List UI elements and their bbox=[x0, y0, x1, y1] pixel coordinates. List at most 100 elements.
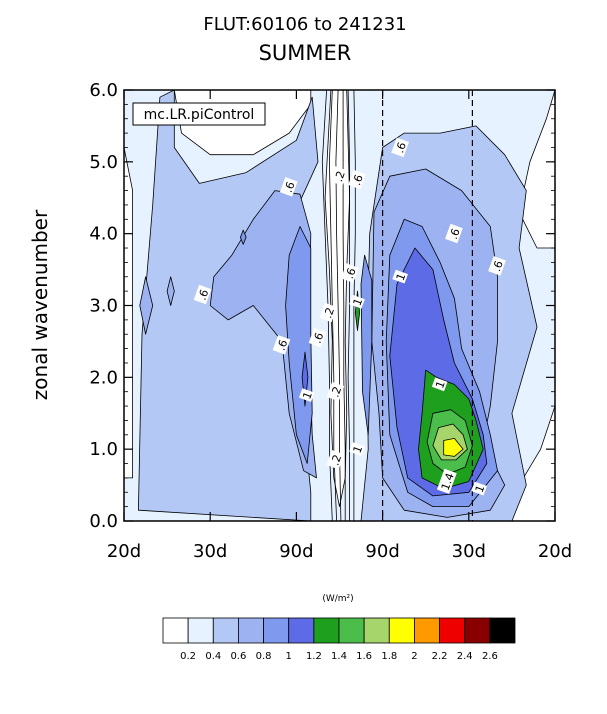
contour-label-bg bbox=[330, 166, 348, 186]
colorbar-unit-label: (W/m²) bbox=[322, 594, 353, 604]
x-tick-label-0: 20d bbox=[107, 541, 141, 562]
colorbar-label-8: 1.8 bbox=[381, 651, 397, 662]
y-tick-label-2: 2.0 bbox=[89, 367, 118, 388]
annotation-text: mc.LR.piControl bbox=[144, 107, 255, 123]
plot-area bbox=[124, 90, 555, 521]
colorbar-label-9: 2 bbox=[411, 651, 417, 662]
x-tick-label-1: 30d bbox=[193, 541, 227, 562]
contour-label-bg bbox=[445, 223, 463, 244]
contour-label-3: .6 bbox=[308, 327, 327, 348]
contour-label-bg bbox=[391, 137, 409, 158]
colorbar-label-2: 0.6 bbox=[230, 651, 246, 662]
colorbar-box-13 bbox=[489, 617, 516, 644]
x-tick-label-4: 30d bbox=[452, 541, 486, 562]
contour-label-bg bbox=[340, 263, 359, 283]
contour-label-7: .2 bbox=[326, 449, 345, 470]
contour-line-2 bbox=[335, 90, 342, 521]
contour-label-8: .2 bbox=[330, 166, 348, 186]
colorbar-box-11 bbox=[439, 617, 466, 644]
contour-label-text: .6 bbox=[311, 331, 327, 345]
contour-region-1 bbox=[124, 147, 134, 479]
y-tick-label-1: 1.0 bbox=[89, 439, 118, 460]
contour-label-bg bbox=[349, 442, 365, 456]
contour-label-bg bbox=[488, 256, 506, 276]
x-tick-label-3: 90d bbox=[365, 541, 399, 562]
contour-label-text: .6 bbox=[350, 173, 366, 187]
contour-label-bg bbox=[326, 449, 345, 470]
contour-label-text: .2 bbox=[321, 306, 337, 320]
chart-title: FLUT:60106 to 241231 bbox=[203, 14, 406, 35]
contour-label-18: 1.4 bbox=[436, 468, 457, 494]
contour-label-bg bbox=[298, 388, 315, 403]
contour-label-bg bbox=[319, 302, 338, 323]
contour-label-text: .2 bbox=[328, 453, 344, 467]
y-ticks: 0.0 1.0 2.0 3.0 4.0 5.0 6.0 bbox=[89, 80, 555, 532]
colorbar-label-5: 1.2 bbox=[306, 651, 322, 662]
colorbar-box-1 bbox=[187, 617, 214, 644]
colorbar-box-2 bbox=[212, 617, 239, 644]
contour-label-0: .6 bbox=[193, 284, 212, 305]
contour-label-bg bbox=[349, 294, 365, 309]
x-tick-label-5: 20d bbox=[538, 541, 572, 562]
colorbar-box-0 bbox=[162, 617, 189, 644]
colorbar-label-0: 0.2 bbox=[180, 651, 196, 662]
x-ticks: 20d 30d 90d 90d 30d 20d bbox=[107, 90, 572, 562]
colorbar-box-3 bbox=[238, 617, 264, 644]
contour-label-text: .6 bbox=[275, 338, 291, 352]
y-tick-label-0: 0.0 bbox=[89, 511, 118, 532]
contour-region-3 bbox=[497, 405, 555, 521]
x-tick-label-2: 90d bbox=[279, 541, 313, 562]
contour-label-10: .6 bbox=[340, 263, 359, 283]
contour-label-text: 1.4 bbox=[439, 471, 457, 492]
contour-label-4: 1 bbox=[298, 388, 315, 403]
contour-label-17: 1 bbox=[431, 377, 448, 392]
contour-label-bg bbox=[431, 377, 448, 392]
contour-label-text: .6 bbox=[343, 266, 359, 280]
contour-label-text: .2 bbox=[328, 385, 344, 399]
contour-region-13 bbox=[166, 276, 175, 306]
contour-label-text: .6 bbox=[196, 288, 212, 302]
contour-label-text: 1 bbox=[351, 444, 366, 455]
colorbar-label-10: 2.2 bbox=[432, 651, 448, 662]
colorbar-label-3: 0.8 bbox=[256, 651, 272, 662]
colorbar-box-4 bbox=[263, 617, 290, 644]
contour-label-15: .6 bbox=[445, 223, 463, 244]
contour-label-bg bbox=[279, 177, 298, 197]
colorbar-label-11: 2.4 bbox=[457, 651, 473, 662]
contour-label-text: .6 bbox=[393, 141, 409, 155]
y-tick-label-6: 6.0 bbox=[89, 80, 118, 101]
contour-label-text: 1 bbox=[433, 379, 448, 390]
contour-label-12: 1 bbox=[349, 442, 366, 456]
colorbar-box-6 bbox=[313, 617, 340, 644]
contour-region-17 bbox=[239, 229, 247, 245]
contour-label-9: .6 bbox=[348, 169, 366, 190]
y-tick-label-3: 3.0 bbox=[89, 296, 118, 317]
contour-label-1: .6 bbox=[279, 177, 298, 197]
chart-subtitle: SUMMER bbox=[259, 41, 352, 65]
contour-label-13: .6 bbox=[391, 137, 409, 158]
dashed-lines bbox=[382, 90, 473, 521]
colorbar-box-8 bbox=[363, 617, 390, 644]
y-tick-label-5: 5.0 bbox=[89, 152, 118, 173]
contour-label-bg bbox=[272, 335, 291, 355]
contour-label-bg bbox=[392, 269, 408, 284]
contour-label-14: 1 bbox=[392, 269, 408, 284]
contour-region-2 bbox=[518, 90, 555, 249]
contour-label-2: .6 bbox=[272, 335, 291, 355]
colorbar-label-4: 1 bbox=[286, 651, 292, 662]
contour-label-6: .2 bbox=[326, 381, 345, 402]
contour-label-bg bbox=[436, 468, 457, 494]
colorbar-box-5 bbox=[288, 617, 315, 644]
colorbar-label-7: 1.6 bbox=[356, 651, 372, 662]
contour-label-text: 1 bbox=[473, 483, 488, 494]
contour-labels: .6.6.6.61.2.2.2.2.6.611.61.6.611.4 1 bbox=[193, 137, 506, 496]
colorbar-box-7 bbox=[338, 617, 365, 644]
colorbar-box-10 bbox=[414, 617, 440, 644]
colorbar-label-1: 0.4 bbox=[205, 651, 221, 662]
contour-label-bg bbox=[348, 169, 366, 190]
contour-label-19: 1 bbox=[471, 481, 488, 496]
contour-label-bg bbox=[471, 481, 487, 496]
contour-label-11: 1 bbox=[349, 294, 365, 309]
colorbar-box-12 bbox=[464, 617, 491, 644]
